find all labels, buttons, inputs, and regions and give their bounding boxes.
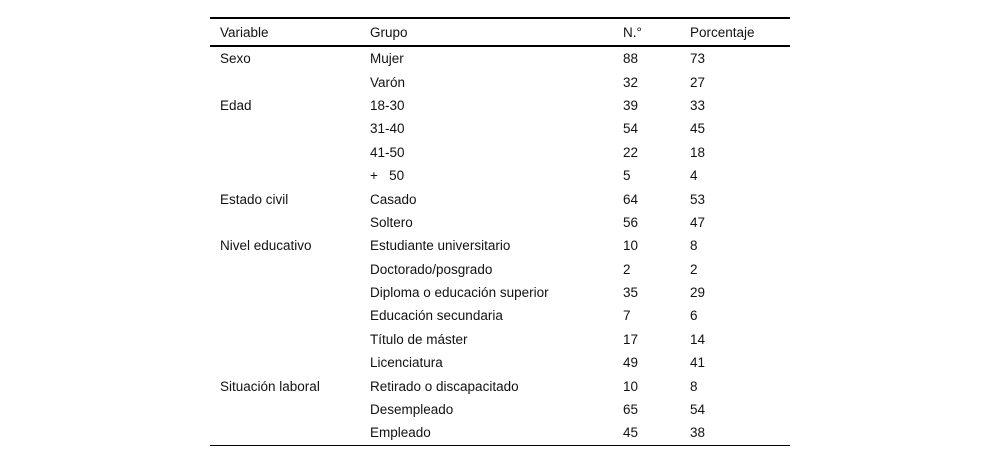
cell-variable — [210, 164, 370, 187]
cell-n: 88 — [623, 51, 639, 67]
cell-n: 32 — [623, 74, 639, 90]
demographics-table: Variable Grupo N.° Porcentaje Sexo Mujer 8… — [210, 17, 790, 446]
cell-grupo: 18-30 — [370, 97, 405, 113]
cell-n: 56 — [623, 214, 639, 230]
column-header-n: N.° — [623, 24, 642, 40]
column-header-porcentaje: Porcentaje — [690, 24, 755, 40]
cell-grupo: Soltero — [370, 214, 413, 230]
cell-grupo: Educación secundaria — [370, 308, 503, 324]
cell-n: 65 — [623, 402, 639, 418]
cell-porcentaje: 8 — [690, 238, 698, 254]
cell-grupo: 31-40 — [370, 121, 405, 137]
cell-variable — [210, 258, 370, 281]
cell-variable — [210, 70, 370, 93]
cell-porcentaje: 45 — [690, 121, 706, 137]
demographics-table-container: Variable Grupo N.° Porcentaje Sexo Mujer 8… — [210, 17, 790, 446]
cell-grupo: Retirado o discapacitado — [370, 378, 519, 394]
cell-grupo: Estudiante universitario — [370, 238, 511, 254]
cell-n: 35 — [623, 285, 639, 301]
table-row: 31-40 54 45 — [210, 117, 790, 140]
table-row: Doctorado/posgrado 2 2 — [210, 258, 790, 281]
cell-grupo: Diploma o educación superior — [370, 285, 549, 301]
cell-variable — [210, 328, 370, 351]
cell-porcentaje: 18 — [690, 144, 706, 160]
cell-grupo: Doctorado/posgrado — [370, 261, 493, 277]
cell-variable — [210, 117, 370, 140]
cell-n: 17 — [623, 331, 639, 347]
cell-n: 49 — [623, 355, 639, 371]
cell-n: 54 — [623, 121, 639, 137]
cell-variable: Sexo — [220, 51, 251, 67]
table-row: + 50 5 4 — [210, 164, 790, 187]
cell-grupo: Varón — [370, 74, 406, 90]
cell-variable — [210, 304, 370, 327]
cell-variable: Estado civil — [220, 191, 289, 207]
cell-variable: Situación laboral — [220, 378, 320, 394]
table-row: Soltero 56 47 — [210, 211, 790, 234]
cell-grupo: Desempleado — [370, 402, 454, 418]
cell-grupo: Casado — [370, 191, 417, 207]
cell-porcentaje: 33 — [690, 97, 706, 113]
cell-n: 2 — [623, 261, 631, 277]
cell-porcentaje: 4 — [690, 168, 698, 184]
cell-variable: Edad — [220, 97, 252, 113]
cell-n: 10 — [623, 238, 639, 254]
cell-porcentaje: 73 — [690, 51, 706, 67]
table-row: Estado civil Casado 64 53 — [210, 187, 790, 210]
cell-variable — [210, 141, 370, 164]
cell-grupo: + 50 — [370, 168, 405, 184]
table-row: Educación secundaria 7 6 — [210, 304, 790, 327]
cell-porcentaje: 53 — [690, 191, 706, 207]
table-row: Licenciatura 49 41 — [210, 351, 790, 374]
cell-variable: Nivel educativo — [220, 238, 312, 254]
table-row: Título de máster 17 14 — [210, 328, 790, 351]
cell-grupo: Licenciatura — [370, 355, 443, 371]
cell-grupo: Mujer — [370, 51, 404, 67]
table-row: Varón 32 27 — [210, 70, 790, 93]
cell-n: 10 — [623, 378, 639, 394]
cell-n: 22 — [623, 144, 639, 160]
table-header-row: Variable Grupo N.° Porcentaje — [210, 18, 790, 46]
cell-n: 39 — [623, 97, 639, 113]
cell-porcentaje: 14 — [690, 331, 706, 347]
cell-porcentaje: 2 — [690, 261, 698, 277]
table-body: Sexo Mujer 88 73 Varón 32 27 Edad 18-30 39 33 31-40… — [210, 46, 790, 446]
cell-porcentaje: 6 — [690, 308, 698, 324]
cell-variable — [210, 398, 370, 421]
cell-porcentaje: 27 — [690, 74, 706, 90]
cell-porcentaje: 29 — [690, 285, 706, 301]
table-row: Situación laboral Retirado o discapacitad… — [210, 374, 790, 397]
cell-variable — [210, 281, 370, 304]
column-header-variable: Variable — [220, 24, 269, 40]
cell-grupo: Título de máster — [370, 331, 468, 347]
cell-variable — [210, 211, 370, 234]
table-row: Desempleado 65 54 — [210, 398, 790, 421]
cell-porcentaje: 41 — [690, 355, 706, 371]
table-row: Sexo Mujer 88 73 — [210, 46, 790, 70]
table-row: Diploma o educación superior 35 29 — [210, 281, 790, 304]
cell-n: 7 — [623, 308, 631, 324]
cell-n: 64 — [623, 191, 639, 207]
cell-n: 45 — [623, 425, 639, 441]
cell-variable — [210, 421, 370, 445]
cell-n: 5 — [623, 168, 631, 184]
table-row: 41-50 22 18 — [210, 141, 790, 164]
table-header: Variable Grupo N.° Porcentaje — [210, 18, 790, 46]
cell-grupo: 41-50 — [370, 144, 405, 160]
cell-porcentaje: 8 — [690, 378, 698, 394]
cell-porcentaje: 47 — [690, 214, 706, 230]
table-row: Edad 18-30 39 33 — [210, 94, 790, 117]
cell-porcentaje: 54 — [690, 402, 706, 418]
table-row: Empleado 45 38 — [210, 421, 790, 445]
cell-porcentaje: 38 — [690, 425, 706, 441]
cell-variable — [210, 351, 370, 374]
table-row: Nivel educativo Estudiante universitario 1… — [210, 234, 790, 257]
cell-grupo: Empleado — [370, 425, 431, 441]
column-header-grupo: Grupo — [370, 24, 408, 40]
